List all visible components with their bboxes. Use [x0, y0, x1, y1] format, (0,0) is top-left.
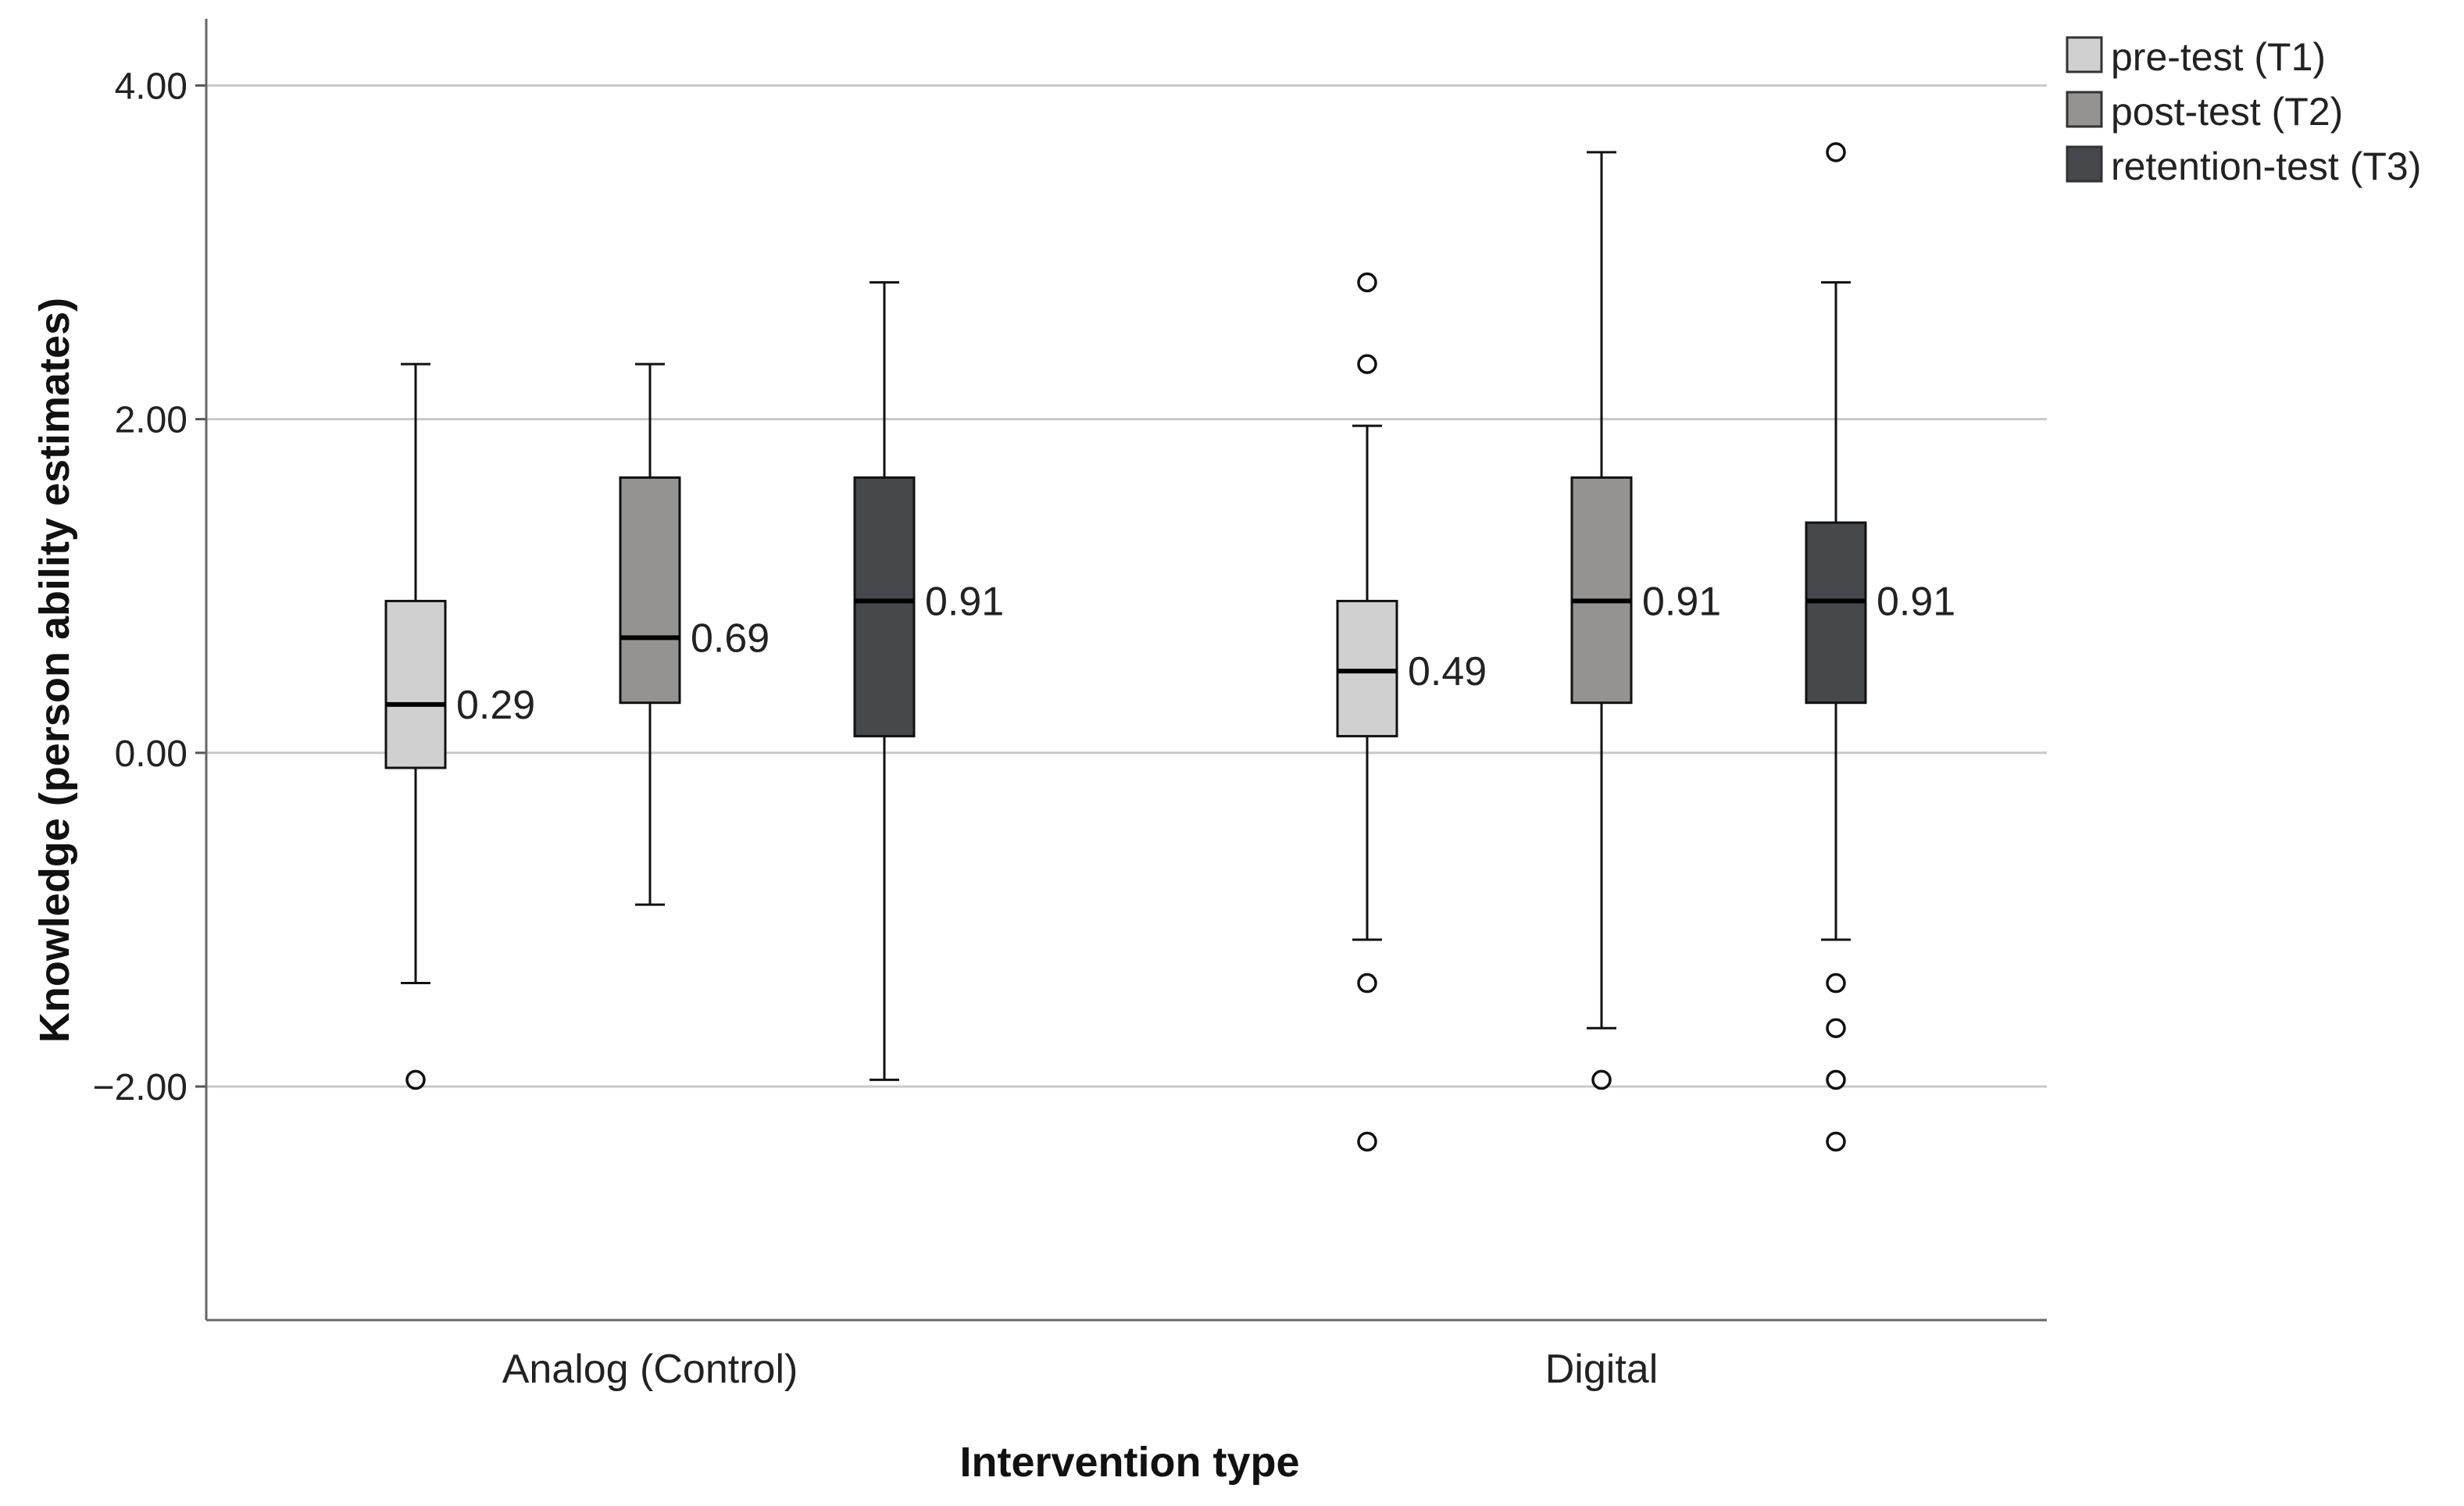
- legend-swatch: [2066, 145, 2103, 183]
- x-category-label: Analog (Control): [502, 1347, 798, 1392]
- outlier-point: [1826, 1131, 1846, 1152]
- box-group: [384, 362, 447, 1090]
- box-group: [1805, 142, 1867, 1152]
- iqr-box: [1570, 476, 1633, 705]
- y-tick-label: 0.00: [115, 733, 187, 775]
- boxes: [384, 142, 1867, 1152]
- legend-label: pre-test (T1): [2111, 35, 2326, 79]
- legend-label: post-test (T2): [2111, 90, 2343, 134]
- outlier-point: [1826, 1018, 1846, 1038]
- gridlines: [206, 84, 2047, 1088]
- median-label: 0.91: [925, 579, 1004, 624]
- x-axis-title: Intervention type: [959, 1439, 1299, 1486]
- axes: [195, 19, 2047, 1322]
- y-tick-label: 4.00: [115, 66, 187, 107]
- labels: 4.00 2.00 0.00 −2.00 Analog (Control) Digital…: [31, 66, 1955, 1486]
- outlier-point: [1826, 1069, 1846, 1090]
- median-label: 0.91: [1642, 579, 1721, 624]
- iqr-box: [384, 599, 447, 769]
- legend: pre-test (T1) post-test (T2) retention-tes…: [2066, 35, 2421, 188]
- box-group: [1570, 151, 1633, 1090]
- outlier-point: [1357, 972, 1377, 994]
- outlier-point: [1826, 142, 1846, 162]
- y-tick-label: 2.00: [115, 400, 187, 441]
- x-category-label: Digital: [1545, 1347, 1659, 1392]
- iqr-box: [853, 476, 916, 737]
- iqr-box: [1805, 521, 1867, 705]
- outlier-point: [1357, 272, 1377, 293]
- iqr-box: [619, 476, 681, 705]
- legend-swatch: [2066, 36, 2103, 73]
- outlier-point: [1591, 1069, 1612, 1090]
- median-label: 0.29: [456, 683, 535, 728]
- y-axis-title: Knowledge (person ability estimates): [31, 298, 78, 1043]
- box-group: [619, 362, 681, 906]
- y-tick-label: −2.00: [93, 1067, 187, 1108]
- outlier-point: [405, 1069, 426, 1090]
- box-group: [1336, 272, 1398, 1152]
- iqr-box: [1336, 599, 1398, 737]
- outlier-point: [1357, 354, 1377, 374]
- median-label: 0.49: [1408, 649, 1487, 694]
- legend-swatch: [2066, 91, 2103, 128]
- outlier-point: [1357, 1131, 1377, 1152]
- median-label: 0.91: [1877, 579, 1955, 624]
- box-group: [853, 280, 916, 1081]
- legend-label: retention-test (T3): [2111, 145, 2421, 188]
- outlier-point: [1826, 972, 1846, 994]
- median-label: 0.69: [691, 616, 770, 661]
